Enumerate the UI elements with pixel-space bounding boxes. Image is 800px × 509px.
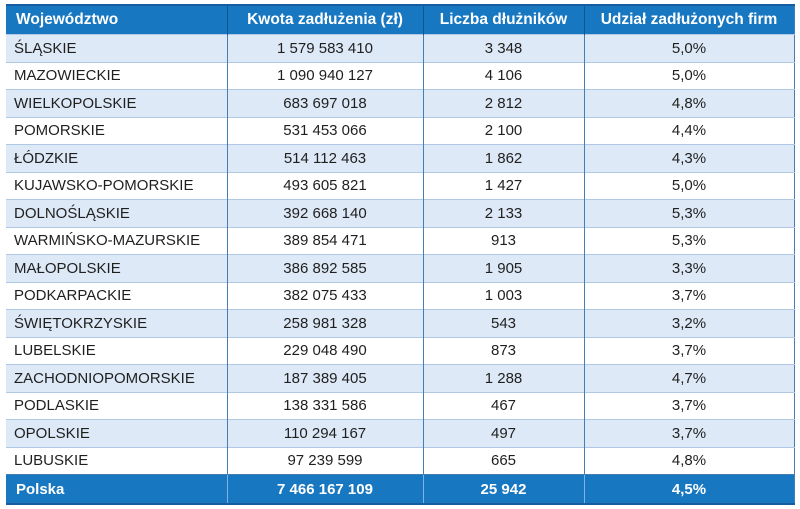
cell-region: WIELKOPOLSKIE: [6, 89, 228, 117]
cell-debt-share: 4,8%: [584, 89, 794, 117]
cell-debtor-count: 2 133: [423, 199, 585, 227]
column-header-wojewodztwo: Województwo: [6, 5, 228, 35]
cell-region: ŁÓDZKIE: [6, 144, 228, 172]
cell-debt-share: 5,3%: [584, 199, 794, 227]
table-row: WARMIŃSKO-MAZURSKIE 389 854 471 913 5,3%: [6, 226, 794, 255]
cell-debtor-count: 1 288: [423, 364, 585, 392]
cell-debt-share: 3,2%: [584, 309, 794, 337]
cell-debtor-count: 497: [423, 419, 585, 447]
cell-total-debtor-count: 25 942: [423, 474, 585, 504]
cell-debt-share: 3,7%: [584, 391, 794, 420]
table-row: LUBUSKIE 97 239 599 665 4,8%: [6, 446, 794, 475]
table-row: LUBELSKIE 229 048 490 873 3,7%: [6, 336, 794, 365]
cell-region: OPOLSKIE: [6, 419, 228, 447]
cell-region: POMORSKIE: [6, 116, 228, 145]
cell-debt-amount: 110 294 167: [227, 419, 424, 447]
cell-debt-amount: 97 239 599: [227, 446, 424, 475]
cell-debtor-count: 873: [423, 336, 585, 365]
cell-debt-amount: 382 075 433: [227, 281, 424, 310]
column-header-liczba-dluznikow: Liczba dłużników: [423, 5, 585, 35]
table-row: DOLNOŚLĄSKIE 392 668 140 2 133 5,3%: [6, 199, 794, 227]
cell-region: LUBUSKIE: [6, 446, 228, 475]
cell-region: KUJAWSKO-POMORSKIE: [6, 171, 228, 200]
table-row: OPOLSKIE 110 294 167 497 3,7%: [6, 419, 794, 447]
cell-region: LUBELSKIE: [6, 336, 228, 365]
cell-region: ŚLĄSKIE: [6, 34, 228, 62]
table-row: KUJAWSKO-POMORSKIE 493 605 821 1 427 5,0…: [6, 171, 794, 200]
table-row: ŁÓDZKIE 514 112 463 1 862 4,3%: [6, 144, 794, 172]
column-header-kwota-zadluzenia: Kwota zadłużenia (zł): [227, 5, 424, 35]
cell-debt-share: 5,0%: [584, 34, 794, 62]
cell-debt-amount: 1 090 940 127: [227, 61, 424, 90]
table-row: ŚWIĘTOKRZYSKIE 258 981 328 543 3,2%: [6, 309, 794, 337]
cell-region: MAZOWIECKIE: [6, 61, 228, 90]
cell-debt-amount: 229 048 490: [227, 336, 424, 365]
table-row: MAŁOPOLSKIE 386 892 585 1 905 3,3%: [6, 254, 794, 282]
cell-debt-amount: 389 854 471: [227, 226, 424, 255]
cell-debt-amount: 386 892 585: [227, 254, 424, 282]
cell-debt-share: 4,8%: [584, 446, 794, 475]
cell-debt-amount: 258 981 328: [227, 309, 424, 337]
cell-debt-share: 5,0%: [584, 61, 794, 90]
cell-debt-amount: 138 331 586: [227, 391, 424, 420]
cell-debtor-count: 4 106: [423, 61, 585, 90]
cell-debtor-count: 3 348: [423, 34, 585, 62]
table-row: ŚLĄSKIE 1 579 583 410 3 348 5,0%: [6, 34, 794, 62]
cell-debtor-count: 2 100: [423, 116, 585, 145]
cell-debt-share: 3,7%: [584, 336, 794, 365]
cell-region: ŚWIĘTOKRZYSKIE: [6, 309, 228, 337]
regional-debt-table: Województwo Kwota zadłużenia (zł) Liczba…: [6, 4, 795, 505]
cell-region: DOLNOŚLĄSKIE: [6, 199, 228, 227]
table-row: MAZOWIECKIE 1 090 940 127 4 106 5,0%: [6, 61, 794, 90]
cell-debtor-count: 1 427: [423, 171, 585, 200]
cell-total-debt-share: 4,5%: [584, 474, 794, 504]
cell-total-debt-amount: 7 466 167 109: [227, 474, 424, 504]
cell-debt-amount: 1 579 583 410: [227, 34, 424, 62]
cell-debt-amount: 187 389 405: [227, 364, 424, 392]
cell-debtor-count: 913: [423, 226, 585, 255]
cell-debtor-count: 1 862: [423, 144, 585, 172]
cell-debt-share: 3,3%: [584, 254, 794, 282]
cell-debt-amount: 392 668 140: [227, 199, 424, 227]
cell-debt-amount: 493 605 821: [227, 171, 424, 200]
cell-debt-share: 3,7%: [584, 281, 794, 310]
cell-debt-share: 4,3%: [584, 144, 794, 172]
cell-debt-share: 4,7%: [584, 364, 794, 392]
cell-debt-share: 3,7%: [584, 419, 794, 447]
table-row: PODLASKIE 138 331 586 467 3,7%: [6, 391, 794, 420]
cell-debt-share: 5,0%: [584, 171, 794, 200]
footer-row-total: Polska 7 466 167 109 25 942 4,5%: [6, 474, 794, 504]
table-row: WIELKOPOLSKIE 683 697 018 2 812 4,8%: [6, 89, 794, 117]
cell-debtor-count: 467: [423, 391, 585, 420]
cell-debt-amount: 531 453 066: [227, 116, 424, 145]
cell-debt-amount: 683 697 018: [227, 89, 424, 117]
cell-region: ZACHODNIOPOMORSKIE: [6, 364, 228, 392]
cell-debt-share: 4,4%: [584, 116, 794, 145]
cell-region: PODLASKIE: [6, 391, 228, 420]
column-header-udzial-firm: Udział zadłużonych firm: [584, 5, 794, 35]
cell-region: PODKARPACKIE: [6, 281, 228, 310]
cell-debtor-count: 543: [423, 309, 585, 337]
cell-debt-share: 5,3%: [584, 226, 794, 255]
cell-debt-amount: 514 112 463: [227, 144, 424, 172]
cell-debtor-count: 1 003: [423, 281, 585, 310]
cell-region: MAŁOPOLSKIE: [6, 254, 228, 282]
cell-debtor-count: 1 905: [423, 254, 585, 282]
header-row: Województwo Kwota zadłużenia (zł) Liczba…: [6, 5, 794, 35]
table-row: ZACHODNIOPOMORSKIE 187 389 405 1 288 4,7…: [6, 364, 794, 392]
cell-region: WARMIŃSKO-MAZURSKIE: [6, 226, 228, 255]
cell-total-label: Polska: [6, 474, 228, 504]
cell-debtor-count: 2 812: [423, 89, 585, 117]
table-row: POMORSKIE 531 453 066 2 100 4,4%: [6, 116, 794, 145]
cell-debtor-count: 665: [423, 446, 585, 475]
table-row: PODKARPACKIE 382 075 433 1 003 3,7%: [6, 281, 794, 310]
